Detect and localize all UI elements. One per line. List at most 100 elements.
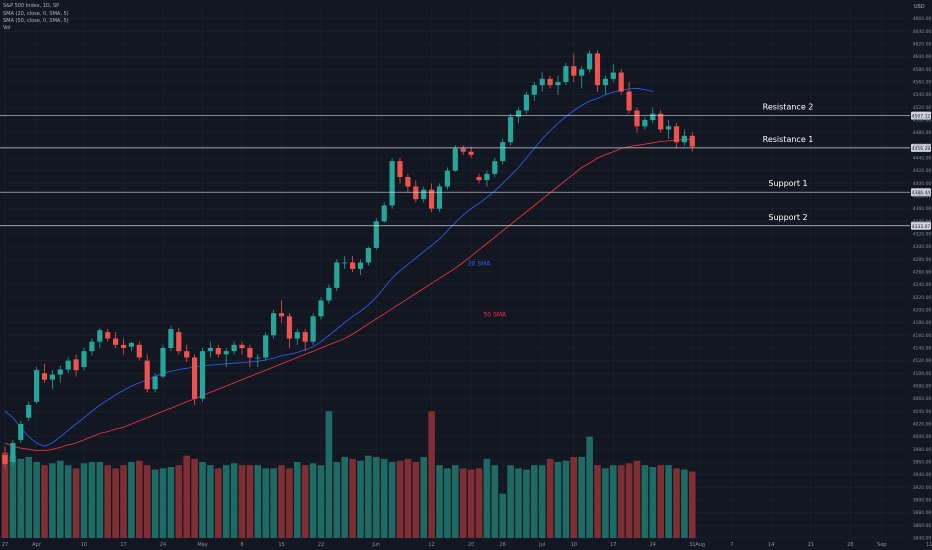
level-price-tag [911,111,931,120]
volume-bar [104,465,111,538]
volume-bar [444,468,451,538]
volume-bar [254,465,262,538]
candle-body [89,341,95,352]
sma-annotation: 50 SMA [483,311,507,318]
x-tick-label: 24 [650,542,656,548]
volume-bar [452,465,459,538]
volume-bar [294,462,301,538]
volume-bar [286,468,293,538]
y-tick-label: 4360.00 [913,206,932,212]
y-tick-label: 4200.00 [913,308,932,314]
candle-body [239,344,245,348]
y-tick-label: 4560.00 [913,80,932,86]
volume-bar [365,455,372,538]
candle-body [587,53,593,70]
volume-bar [41,465,48,538]
volume-bar [373,456,380,538]
x-tick-label: 14 [768,542,774,548]
candle-body [302,332,308,342]
y-tick-label: 4220.00 [913,295,932,301]
y-tick-label: 4080.00 [913,384,932,390]
candle-body [413,186,419,200]
candle-body [658,113,664,130]
y-tick-label: 4180.00 [913,320,932,326]
x-tick-label: 21 [808,542,814,548]
x-tick-label: 27 [2,542,8,548]
candle-body [128,342,134,347]
y-tick-label: 4380.00 [913,194,932,200]
volume-bar [538,465,546,538]
candle-body [136,344,142,358]
x-tick-label: 15 [278,542,284,548]
candle-body [326,287,332,301]
volume-bar [278,465,285,538]
y-tick-label: 4640.00 [913,29,932,35]
volume-bar [578,456,585,538]
volume-bar [9,455,17,538]
volume-bar [222,465,230,538]
candle-body [41,373,48,380]
level-label: Resistance 1 [763,135,814,144]
candle-body [152,376,158,390]
volume-bar [586,436,593,538]
candle-body [500,142,506,162]
volume-bar [128,462,135,538]
candle-body [476,177,482,181]
candle-body [271,313,277,336]
volume-bar [151,469,159,538]
volume-bar [199,462,206,538]
candle-body [10,443,16,462]
y-tick-label: 4160.00 [913,333,932,339]
y-tick-label: 4040.00 [913,409,932,415]
candle-body [184,351,190,358]
sma-annotation: 20 SMA [468,261,492,268]
volume-bar [230,463,238,538]
x-tick-label: Apr [32,542,42,548]
candle-body [531,85,537,95]
volume-bar [380,458,388,538]
y-tick-label: 3840.00 [913,536,932,542]
level-price-text: 4386.44 [912,190,931,196]
sma20-legend[interactable]: SMA (20, close, 0, SMA, 5) [3,11,69,17]
level-price-tag [911,221,931,230]
volume-bar [57,460,64,538]
volume-bar [649,467,657,538]
volume-bar [1,452,9,538]
candle-body [57,369,63,375]
volume-bar [341,456,348,538]
x-tick-label: Jun [371,542,380,548]
volume-bar [246,465,254,538]
y-tick-label: 4060.00 [913,396,932,402]
candle-body [444,170,450,187]
candle-body [523,94,529,111]
level-price-text: 4333.07 [912,224,931,230]
volume-bar [357,460,364,538]
candle-body [468,151,474,155]
volume-bar [80,463,88,538]
volume-bar [499,493,506,538]
volume-bar [143,465,151,538]
volume-bar [610,465,617,538]
symbol-legend[interactable]: S&P 500 Index, 1D, SP [3,3,60,9]
candle-body [65,360,71,370]
candle-body [373,221,379,248]
y-tick-label: 4100.00 [913,371,932,377]
volume-bar [215,468,222,538]
volume-legend[interactable]: Vol [3,25,11,31]
candle-body [34,370,40,402]
volume-bar [641,465,649,538]
sma50-legend[interactable]: SMA (50, close, 0, SMA, 5) [3,18,69,24]
candle-body [278,313,285,317]
volume-bar [507,465,514,538]
volume-bar [317,465,325,538]
candle-body [452,148,458,171]
candle-body [515,110,522,117]
candle-body [547,78,553,86]
volume-bar [404,458,412,538]
currency-label: USD [914,4,925,10]
candle-body [460,148,466,152]
y-tick-label: 4420.00 [913,168,932,174]
candle-body [247,348,253,358]
